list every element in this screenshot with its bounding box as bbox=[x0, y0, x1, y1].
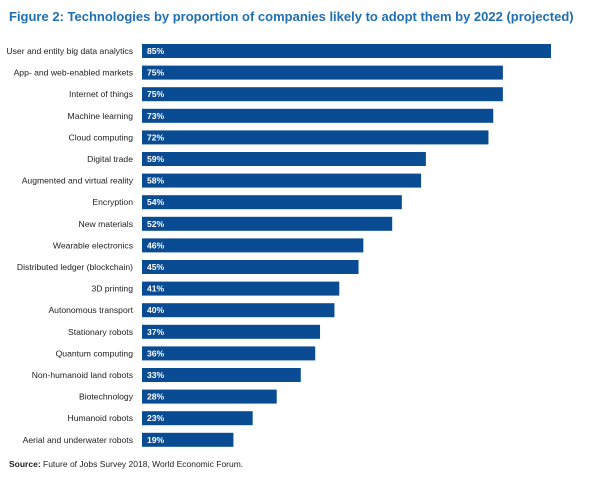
bar-value-label: 41% bbox=[147, 284, 165, 294]
category-label: New materials bbox=[79, 219, 133, 229]
source-label: Source: bbox=[9, 459, 41, 469]
bar bbox=[142, 152, 426, 166]
bar bbox=[142, 65, 503, 80]
bar-value-label: 40% bbox=[147, 305, 165, 315]
category-label: Humanoid robots bbox=[68, 413, 133, 423]
bar-value-label: 36% bbox=[147, 348, 165, 358]
bar-value-label: 75% bbox=[147, 89, 165, 99]
category-label: Biotechnology bbox=[79, 392, 134, 402]
category-label: User and entity big data analytics bbox=[6, 46, 133, 56]
bar bbox=[142, 432, 234, 447]
category-label: Stationary robots bbox=[68, 327, 133, 337]
bar bbox=[142, 368, 301, 382]
bar bbox=[142, 87, 503, 102]
bar-value-label: 73% bbox=[147, 111, 165, 121]
category-label: Cloud computing bbox=[69, 132, 134, 142]
category-label: Aerial and underwater robots bbox=[23, 435, 133, 445]
bar bbox=[142, 216, 393, 231]
bar bbox=[142, 389, 277, 404]
bar bbox=[142, 238, 364, 253]
bar-value-label: 75% bbox=[147, 68, 165, 78]
category-label: Distributed ledger (blockchain) bbox=[17, 262, 133, 272]
category-label: 3D printing bbox=[91, 284, 133, 294]
bar-value-label: 19% bbox=[147, 435, 165, 445]
bar bbox=[142, 303, 335, 318]
bar-value-label: 28% bbox=[147, 392, 165, 402]
bar-value-label: 72% bbox=[147, 132, 165, 142]
category-label: Encryption bbox=[92, 197, 133, 207]
bar-value-label: 45% bbox=[147, 262, 165, 272]
bar-value-label: 23% bbox=[147, 413, 165, 423]
bar bbox=[142, 281, 340, 296]
bar bbox=[142, 108, 494, 123]
bar bbox=[142, 195, 402, 210]
bar bbox=[142, 260, 359, 274]
bar bbox=[142, 346, 316, 361]
category-label: Augmented and virtual reality bbox=[22, 176, 134, 186]
category-label: Autonomous transport bbox=[48, 305, 133, 315]
bar bbox=[142, 411, 253, 426]
source-text: Future of Jobs Survey 2018, World Econom… bbox=[40, 459, 244, 469]
chart-title: Figure 2: Technologies by proportion of … bbox=[9, 9, 574, 24]
bar-value-label: 52% bbox=[147, 219, 165, 229]
bar-value-label: 33% bbox=[147, 370, 165, 380]
source-note: Source: Future of Jobs Survey 2018, Worl… bbox=[9, 459, 243, 469]
bar-value-label: 46% bbox=[147, 240, 165, 250]
category-label: Digital trade bbox=[87, 154, 133, 164]
bar-value-label: 54% bbox=[147, 197, 165, 207]
category-label: Wearable electronics bbox=[53, 240, 133, 250]
category-label: Machine learning bbox=[68, 111, 134, 121]
bar bbox=[142, 44, 551, 58]
bar-value-label: 85% bbox=[147, 46, 165, 56]
category-label: Internet of things bbox=[69, 89, 133, 99]
category-label: Quantum computing bbox=[56, 348, 134, 358]
bar bbox=[142, 173, 422, 188]
bar-value-label: 58% bbox=[147, 176, 165, 186]
bar bbox=[142, 324, 321, 339]
bar-value-label: 59% bbox=[147, 154, 165, 164]
category-label: App- and web-enabled markets bbox=[14, 68, 133, 78]
bar bbox=[142, 130, 489, 145]
category-label: Non-humanoid land robots bbox=[32, 370, 133, 380]
bar-value-label: 37% bbox=[147, 327, 165, 337]
